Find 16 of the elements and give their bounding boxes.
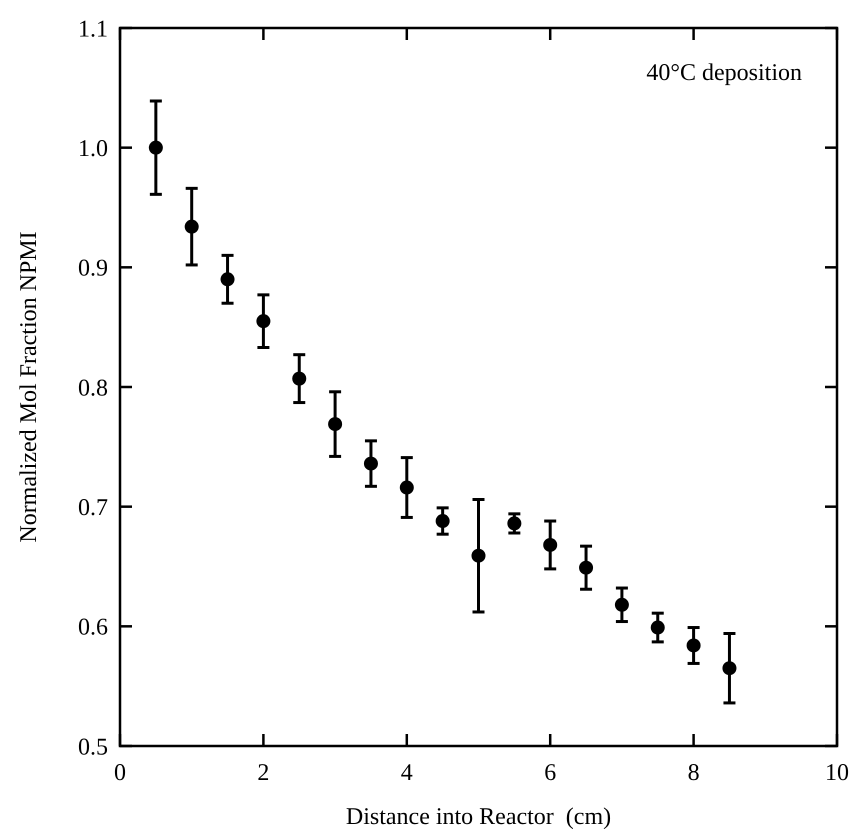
y-tick-label: 0.6 xyxy=(78,614,108,641)
y-axis-title: Normalized Mol Fraction NPMI xyxy=(16,231,42,543)
x-axis-title: Distance into Reactor (cm) xyxy=(346,804,612,830)
y-tick-label: 0.5 xyxy=(78,734,108,760)
y-tick-label: 0.7 xyxy=(78,495,108,522)
y-tick-label: 0.8 xyxy=(78,375,108,402)
y-tick-label: 1.1 xyxy=(78,16,108,42)
x-tick-label: 8 xyxy=(688,760,700,786)
x-tick-label: 6 xyxy=(544,760,556,786)
y-tick-label: 1.0 xyxy=(78,136,108,162)
annotation: 40°C deposition xyxy=(646,60,802,86)
x-tick-label: 0 xyxy=(114,760,126,786)
x-tick-label: 2 xyxy=(257,760,270,786)
x-tick-label: 4 xyxy=(400,760,413,786)
x-tick-label: 10 xyxy=(825,760,849,786)
y-tick-label: 0.9 xyxy=(78,256,108,282)
